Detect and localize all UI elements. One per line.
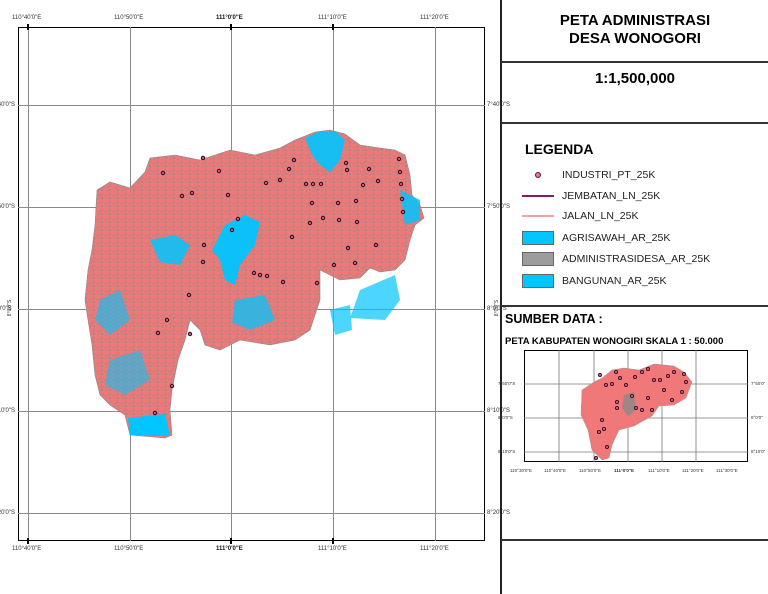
legend-label: ADMINISTRASIDESA_AR_25K — [562, 253, 711, 265]
right-lat-label: 8°0'0"S — [487, 306, 507, 312]
point-symbol-icon — [522, 168, 554, 182]
left-lat-label: 7°50'0"S — [0, 204, 16, 210]
inset-lat-label: 8°0'0"S — [498, 415, 513, 420]
right-lat-label: 8°20'0"S — [487, 510, 511, 516]
grid-line-horizontal — [18, 105, 485, 106]
legend-label: JEMBATAN_LN_25K — [562, 190, 661, 202]
left-lat-label: 8°20'0"S — [0, 510, 16, 516]
inset-lon-label: 111°20'0"E — [682, 468, 704, 473]
tick-mark — [332, 24, 334, 30]
legend-item-industri: INDUSTRI_PT_25K — [522, 166, 655, 184]
left-lat-label: 8°0'0"S — [0, 306, 12, 312]
panel-border — [500, 0, 502, 594]
grid-line-horizontal — [18, 513, 485, 514]
right-lat-label: 7°40'0"S — [487, 102, 511, 108]
line-symbol-icon — [522, 209, 554, 223]
inset-lon-label: 110°30'0"E — [510, 468, 532, 473]
left-lat-label: 7°40'0"S — [0, 102, 16, 108]
industri-points — [152, 155, 406, 416]
fill-symbol-icon — [522, 274, 554, 288]
top-lon-label: 111°20'0"E — [420, 15, 449, 21]
inset-lon-label: 111°10'0"E — [648, 468, 670, 473]
grid-line-vertical — [333, 27, 334, 541]
bottom-lon-label: 110°50'0"E — [114, 546, 144, 552]
legend-item-jalan: JALAN_LN_25K — [522, 207, 638, 225]
fill-symbol-icon — [522, 252, 554, 266]
inset-lon-label: 111°0'0"E — [614, 468, 635, 473]
bottom-lon-label: 111°10'0"E — [318, 546, 347, 552]
bottom-lon-label: 110°40'0"E — [12, 546, 42, 552]
inset-lat-label: 8°10'0" — [751, 449, 766, 454]
main-map-frame — [18, 27, 485, 541]
legend-label: AGRISAWAH_AR_25K — [562, 232, 671, 244]
map-title: PETA ADMINISTRASI DESA WONOGORI — [502, 12, 768, 48]
legend-item-jembatan: JEMBATAN_LN_25K — [522, 187, 660, 205]
panel-divider — [501, 539, 768, 541]
wonogiri-region-map — [84, 129, 425, 439]
top-lon-label: 111°10'0"E — [318, 15, 347, 21]
grid-line-vertical — [28, 27, 29, 541]
left-lat-label: 8°10'0"S — [0, 408, 16, 414]
top-lon-label: 110°40'0"E — [12, 15, 42, 21]
source-text: PETA KABUPATEN WONOGIRI SKALA 1 : 50.000 — [505, 336, 724, 347]
map-scale: 1:1,500,000 — [594, 70, 676, 87]
legend-label: INDUSTRI_PT_25K — [562, 169, 656, 181]
bottom-lon-label: 111°0'0"E — [216, 546, 243, 552]
top-lon-label: 111°0'0"E — [216, 15, 243, 21]
tick-mark — [230, 24, 232, 30]
inset-lon-label: 110°40'0"E — [544, 468, 566, 473]
inset-lat-label: 7°50'0" — [751, 381, 766, 386]
map-title-line1: PETA ADMINISTRASI — [559, 12, 711, 29]
region-boundary — [84, 129, 425, 439]
legend-item-bangunan: BANGUNAN_AR_25K — [522, 272, 666, 290]
line-symbol-icon — [522, 189, 554, 203]
panel-divider — [501, 122, 768, 124]
legend-label: JALAN_LN_25K — [562, 210, 639, 222]
legend-title: LEGENDA — [525, 141, 594, 157]
inset-lat-label: 7°50'0"S — [498, 381, 516, 386]
tick-mark — [230, 538, 232, 544]
panel-divider — [501, 305, 768, 307]
right-lat-label: 8°10'0"S — [487, 408, 511, 414]
tick-mark — [27, 538, 29, 544]
inset-lat-label: 8°0'0" — [751, 415, 763, 420]
bottom-lon-label: 111°20'0"E — [420, 546, 449, 552]
grid-line-vertical — [435, 27, 436, 541]
fill-symbol-icon — [522, 231, 554, 245]
inset-map — [524, 350, 748, 462]
grid-line-horizontal — [18, 411, 485, 412]
legend-label: BANGUNAN_AR_25K — [562, 275, 667, 287]
right-lat-label: 7°50'0"S — [487, 204, 511, 210]
legend-item-agrisawah: AGRISAWAH_AR_25K — [522, 229, 670, 247]
inset-lat-label: 8°10'0"S — [498, 449, 516, 454]
source-title: SUMBER DATA : — [505, 312, 603, 326]
inset-lon-label: 111°30'0"E — [716, 468, 738, 473]
top-lon-label: 110°50'0"E — [114, 15, 144, 21]
panel-divider — [501, 61, 768, 63]
tick-mark — [332, 538, 334, 544]
tick-mark — [27, 24, 29, 30]
legend-item-administrasidesa: ADMINISTRASIDESA_AR_25K — [522, 250, 710, 268]
map-title-line2: DESA WONOGORI — [569, 30, 701, 47]
inset-lon-label: 110°50'0"E — [579, 468, 601, 473]
